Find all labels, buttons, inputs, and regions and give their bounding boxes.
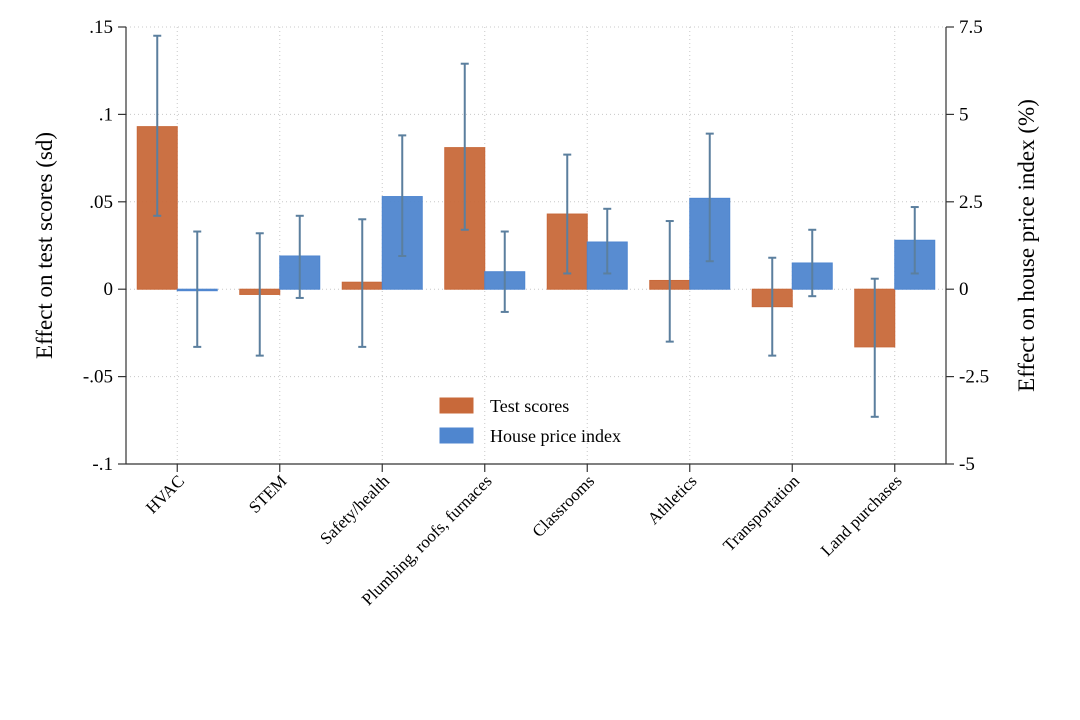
y-tick-label-right: 5 [959,104,969,125]
error-bars [153,34,919,418]
error-bar-house-price-index-classrooms [603,207,612,275]
y-tick-label-right: 0 [959,279,969,300]
y-tick-label-left: .15 [89,17,113,38]
error-bar-test-scores-plumbing-roofs-furnaces [460,62,469,231]
x-tick-label-hvac: HVAC [142,471,188,517]
y-tick-label-left: 0 [104,279,114,300]
y-axis-title-right: Effect on house price index (%) [1014,99,1039,392]
error-bar-test-scores-transportation [768,256,777,357]
error-bar-test-scores-safety-health [358,218,367,348]
error-bar-house-price-index-transportation [808,228,817,298]
legend-label-test-scores: Test scores [490,396,569,416]
y-tick-label-left: .05 [89,192,113,213]
x-tick-label-athletics: Athletics [644,471,701,528]
axes [125,27,947,465]
error-bar-test-scores-classrooms [563,153,572,275]
y-tick-label-left: -.1 [92,454,113,475]
error-bar-house-price-index-safety-health [398,134,407,257]
y-tick-label-right: 7.5 [959,17,983,38]
legend-swatch-house-price-index [439,427,474,444]
x-tick-label-stem: STEM [245,471,290,516]
bars [136,126,936,348]
error-bar-house-price-index-stem [295,214,304,299]
error-bar-test-scores-land-purchases [870,277,879,418]
legend: Test scores House price index [439,396,621,446]
error-bar-house-price-index-plumbing-roofs-furnaces [500,230,509,313]
y-axis-title-left: Effect on test scores (sd) [32,132,57,359]
error-bar-house-price-index-athletics [705,132,714,263]
y-tick-label-right: -5 [959,454,975,475]
y-tick-label-left: .1 [99,104,113,125]
x-tick-label-classrooms: Classrooms [529,471,599,541]
y-tick-label-right: 2.5 [959,192,983,213]
x-tick-label-land-purchases: Land purchases [817,471,906,560]
legend-label-house-price-index: House price index [490,426,621,446]
error-bar-test-scores-hvac [153,34,162,217]
x-tick-label-transportation: Transportation [719,471,803,555]
y-tick-label-left: -.05 [83,367,113,388]
legend-swatch-test-scores [439,397,474,414]
error-bar-test-scores-stem [255,232,264,357]
error-bar-house-price-index-hvac [193,230,202,348]
y-tick-label-right: -2.5 [959,367,989,388]
error-bar-test-scores-athletics [665,220,674,343]
error-bar-house-price-index-land-purchases [910,206,919,275]
axis-ticks: .15 .1 .05 0 -.05 -.1 7.5 5 2.5 0 -2.5 -5 HVAC STEM Sa… [83,17,989,609]
x-tick-label-safety-health: Safety/health [316,471,393,548]
